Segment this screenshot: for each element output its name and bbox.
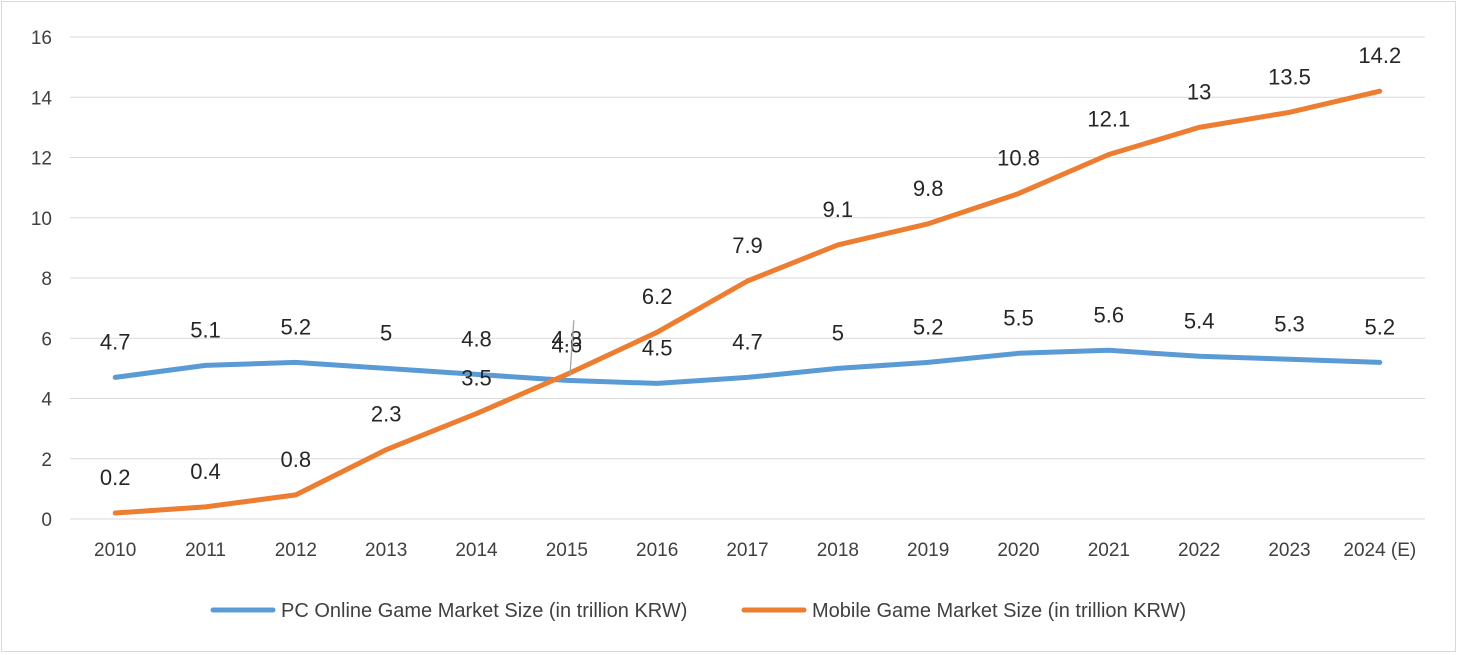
data-label: 5.2	[281, 314, 312, 339]
data-label: 0.2	[100, 465, 131, 490]
data-label: 5	[380, 320, 392, 345]
y-tick-label: 2	[41, 450, 52, 471]
x-tick-label: 2018	[817, 540, 859, 561]
y-tick-label: 8	[41, 269, 52, 290]
series-line-pc-online	[112, 347, 1383, 386]
data-label: 9.8	[913, 176, 944, 201]
data-label: 5.3	[1274, 311, 1305, 336]
data-label: 7.9	[732, 233, 763, 258]
data-label: 3.5	[461, 366, 492, 391]
x-tick-label: 2020	[997, 540, 1039, 561]
data-label: 5.4	[1184, 308, 1215, 333]
x-tick-label: 2017	[726, 540, 768, 561]
x-tick-label: 2019	[907, 540, 949, 561]
gridlines	[70, 36, 1425, 520]
data-label: 13	[1187, 79, 1211, 104]
y-tick-label: 10	[31, 209, 52, 230]
y-tick-label: 0	[41, 510, 52, 531]
data-label: 4.5	[642, 335, 673, 360]
data-label: 12.1	[1087, 106, 1130, 131]
data-label: 5.2	[913, 314, 944, 339]
data-label: 14.2	[1358, 43, 1401, 68]
series-group	[112, 88, 1383, 516]
series-line-mobile	[112, 88, 1383, 516]
data-label: 4.7	[732, 329, 763, 354]
data-label: 5.5	[1003, 305, 1034, 330]
data-label: 10.8	[997, 146, 1040, 171]
data-label: 9.1	[823, 197, 854, 222]
data-label: 0.8	[281, 447, 312, 472]
y-tick-label: 4	[41, 390, 52, 411]
data-label: 13.5	[1268, 64, 1311, 89]
data-label: 5.2	[1365, 314, 1396, 339]
data-label: 4.8	[461, 326, 492, 351]
data-label: 2.3	[371, 402, 402, 427]
data-label: 4.7	[100, 329, 131, 354]
x-tick-label: 2010	[94, 540, 136, 561]
x-tick-label: 2021	[1088, 540, 1130, 561]
data-label: 5	[832, 320, 844, 345]
x-tick-label: 2016	[636, 540, 678, 561]
data-label: 5.1	[190, 317, 221, 342]
x-tick-label: 2012	[275, 540, 317, 561]
label-leader-line	[569, 320, 575, 377]
data-label: 4.6	[552, 332, 583, 357]
legend-entry: Mobile Game Market Size (in trillion KRW…	[812, 600, 1186, 622]
x-tick-label: 2011	[185, 540, 226, 561]
y-tick-label: 16	[31, 28, 52, 49]
x-axis: 2010 2011 2012 2013 2014 2015 2016 2017 2018 2019…	[94, 540, 1416, 561]
legend-entry: PC Online Game Market Size (in trillion …	[281, 600, 687, 622]
x-tick-label: 2022	[1178, 540, 1220, 561]
data-label: 4.8	[552, 326, 583, 351]
x-tick-label: 2024 (E)	[1343, 540, 1416, 561]
y-tick-label: 14	[31, 88, 53, 109]
x-tick-label: 2013	[365, 540, 407, 561]
data-labels: 4.7 5.1 5.2 5 4.8 4.6 4.5 4.7 5 5.2 5.5 5.6 5.4 5.3 5.…	[100, 43, 1401, 490]
data-label: 6.2	[642, 284, 673, 309]
data-label: 0.4	[190, 459, 221, 484]
x-tick-label: 2014	[455, 540, 498, 561]
x-tick-label: 2023	[1268, 540, 1310, 561]
y-tick-label: 6	[41, 329, 52, 350]
y-axis: 0 2 4 6 8 10 12 14 16	[31, 28, 53, 531]
legend: PC Online Game Market Size (in trillion …	[210, 600, 1186, 622]
data-label: 5.6	[1094, 302, 1125, 327]
x-tick-label: 2015	[546, 540, 588, 561]
y-tick-label: 12	[31, 149, 52, 170]
